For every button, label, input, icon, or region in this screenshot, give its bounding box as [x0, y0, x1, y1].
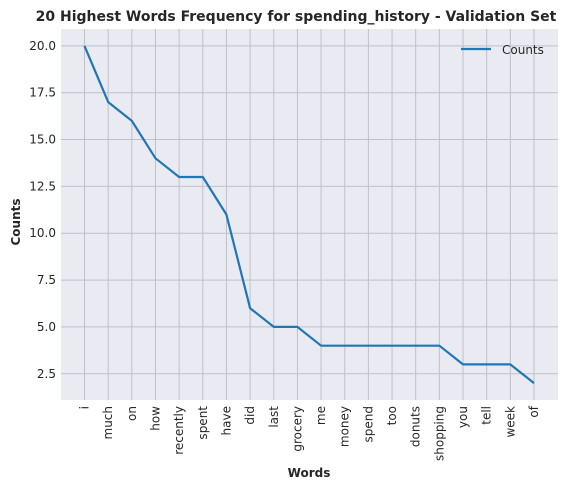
- x-tick-label: spent: [196, 406, 210, 440]
- x-axis-label: Words: [288, 466, 331, 480]
- y-axis-ticks: 2.5 5.0 7.5 10.0 12.5 15.0 17.5 20.0: [29, 39, 56, 381]
- legend-label-counts: Counts: [502, 43, 544, 57]
- plot-area: [61, 29, 558, 400]
- x-tick-label: too: [385, 406, 399, 425]
- x-tick-label: how: [148, 406, 162, 431]
- x-tick-label: grocery: [290, 406, 304, 452]
- x-axis-ticks: i much on how recently spent have did last grocer…: [78, 405, 542, 461]
- x-tick-label: tell: [480, 406, 494, 425]
- x-tick-label: i: [78, 406, 92, 409]
- y-tick-label: 20.0: [29, 39, 56, 53]
- legend: Counts: [461, 43, 544, 57]
- x-tick-label: have: [219, 406, 233, 435]
- chart-title: 20 Highest Words Frequency for spending_…: [36, 9, 557, 25]
- x-tick-label: of: [527, 405, 541, 417]
- y-tick-label: 5.0: [37, 320, 56, 334]
- x-tick-label: on: [125, 406, 139, 421]
- x-tick-label: me: [314, 406, 328, 425]
- x-tick-label: recently: [172, 406, 186, 455]
- x-tick-label: money: [338, 406, 352, 447]
- x-tick-label: did: [243, 406, 257, 425]
- series-line-counts: [83, 45, 535, 384]
- y-tick-label: 2.5: [37, 367, 56, 381]
- y-tick-label: 15.0: [29, 133, 56, 147]
- x-tick-label: you: [456, 406, 470, 428]
- x-tick-label: shopping: [432, 406, 446, 461]
- y-tick-label: 12.5: [29, 179, 56, 193]
- x-tick-label: much: [101, 406, 115, 440]
- x-tick-label: week: [503, 406, 517, 438]
- x-tick-label: spend: [361, 406, 375, 442]
- y-axis-label: Counts: [9, 198, 23, 245]
- y-tick-label: 17.5: [29, 86, 56, 100]
- x-gridlines: [84, 29, 535, 400]
- x-tick-label: donuts: [409, 406, 423, 447]
- y-tick-label: 10.0: [29, 226, 56, 240]
- y-tick-label: 7.5: [37, 273, 56, 287]
- x-tick-label: last: [267, 406, 281, 428]
